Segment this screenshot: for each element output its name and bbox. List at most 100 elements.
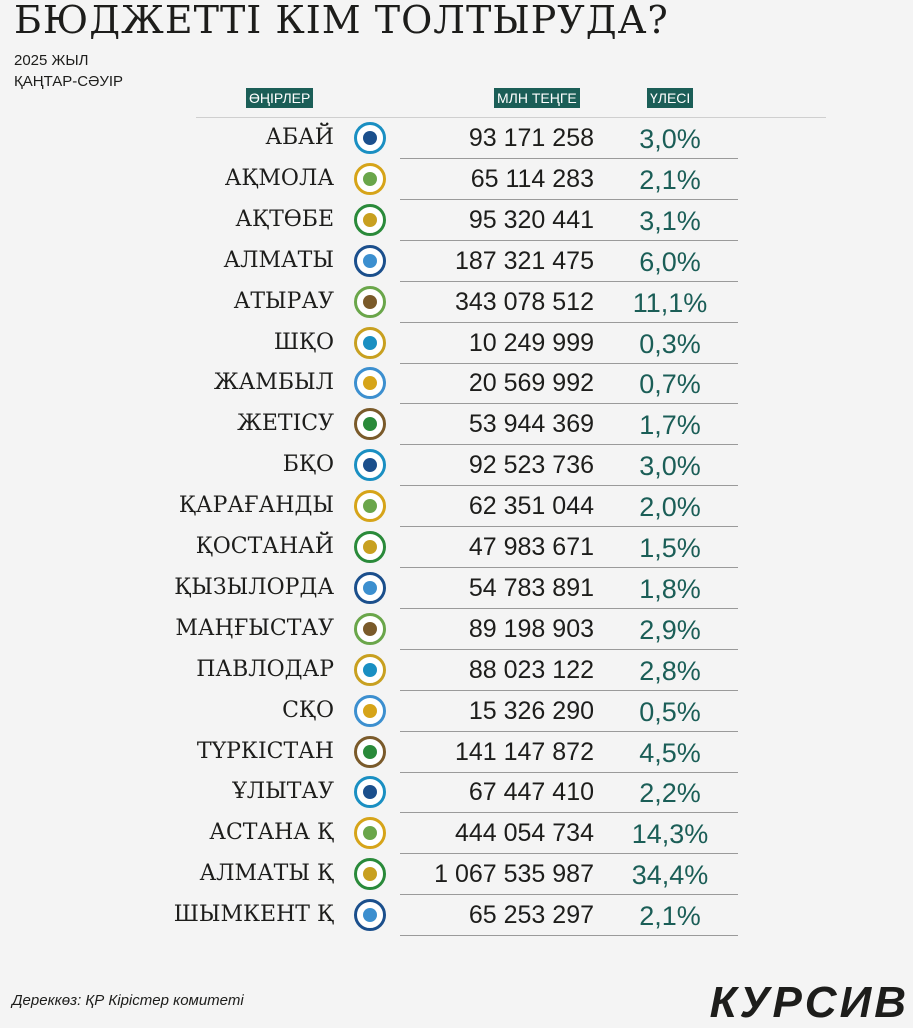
region-name: БҚО (282, 452, 334, 478)
aqmola-logo-icon (354, 162, 386, 195)
amount-value: 88 023 122 (468, 655, 594, 684)
share-value: 1,8% (639, 573, 701, 604)
amount-value: 47 983 671 (468, 533, 594, 561)
row-divider (400, 935, 738, 937)
region-name: АСТАНА Қ (209, 820, 334, 846)
period-subtitle: 2025 ЖЫЛ ҚАҢТАР-СӘУІР (14, 50, 123, 92)
share-value: 34,4% (631, 860, 709, 891)
share-value: 2,9% (639, 614, 701, 645)
mangystau-logo-icon (354, 612, 386, 645)
region-name: ШЫМКЕНТ Қ (173, 902, 334, 928)
table-row: ҚОСТАНАЙ 47 983 671 1,5% (0, 527, 913, 568)
almaty-region-emblem-icon (354, 244, 386, 277)
table-row: АСТАНА Қ 444 054 734 14,3% (0, 813, 913, 855)
row-divider (400, 526, 738, 528)
share-value: 14,3% (631, 819, 709, 850)
region-name: ЖАМБЫЛ (213, 370, 334, 396)
header-divider (196, 117, 826, 118)
pavlodar-emblem-icon (354, 653, 386, 686)
region-name: ЖЕТІСУ (237, 411, 334, 437)
region-name: ҰЛЫТАУ (232, 779, 334, 805)
share-value: 0,5% (639, 696, 701, 727)
column-header-regions: ӨҢІРЛЕР (246, 88, 314, 108)
row-divider (400, 280, 738, 282)
share-value: 3,0% (639, 451, 701, 482)
aktobe-emblem-icon (354, 203, 386, 236)
almaty-city-emblem-icon (354, 858, 386, 891)
table-row: АТЫРАУ 343 078 512 11,1% (0, 282, 913, 323)
column-header-amount: МЛН ТЕҢГЕ (494, 88, 580, 108)
region-name: АҚМОЛА (224, 165, 334, 191)
amount-value: 53 944 369 (468, 410, 594, 439)
west-kazakhstan-emblem-icon (354, 449, 386, 482)
kostanay-emblem-icon (354, 531, 386, 563)
region-name: ҚЫЗЫЛОРДА (174, 574, 334, 600)
row-divider (400, 239, 738, 241)
table-row: СҚО 15 326 290 0,5% (0, 691, 913, 732)
amount-value: 141 147 872 (454, 737, 594, 766)
amount-value: 187 321 475 (454, 246, 594, 275)
row-divider (400, 403, 738, 405)
column-header-share: ҮЛЕСІ (647, 88, 694, 108)
table-row: АҚМОЛА 65 114 283 2,1% (0, 159, 913, 200)
region-name: АБАЙ (265, 125, 334, 150)
amount-value: 343 078 512 (454, 287, 594, 316)
amount-value: 10 249 999 (468, 328, 594, 357)
row-divider (400, 730, 738, 732)
region-name: ҚАРАҒАНДЫ (178, 493, 334, 519)
amount-value: 67 447 410 (468, 778, 594, 807)
table-row: ТҮРКІСТАН 141 147 872 4,5% (0, 732, 913, 773)
zhetisu-emblem-icon (354, 408, 386, 441)
share-value: 1,5% (639, 533, 701, 563)
share-value: 2,1% (639, 901, 701, 932)
row-divider (400, 607, 738, 609)
row-divider (400, 689, 738, 691)
share-value: 3,1% (639, 205, 701, 236)
row-divider (400, 853, 738, 855)
share-value: 2,2% (639, 778, 701, 809)
table-row: АҚТӨБЕ 95 320 441 3,1% (0, 200, 913, 241)
amount-value: 89 198 903 (468, 614, 594, 643)
row-divider (400, 567, 738, 568)
row-divider (400, 158, 738, 159)
amount-value: 92 523 736 (468, 451, 594, 480)
amount-value: 65 253 297 (468, 901, 594, 930)
east-kazakhstan-emblem-icon (354, 326, 386, 359)
share-value: 0,3% (639, 328, 701, 359)
share-value: 1,7% (639, 410, 701, 441)
share-value: 0,7% (639, 369, 701, 400)
table-row: АБАЙ 93 171 258 3,0% (0, 118, 913, 159)
share-value: 3,0% (639, 124, 701, 154)
kyzylorda-emblem-icon (354, 571, 386, 604)
share-value: 2,8% (639, 655, 701, 686)
table-row: ЖЕТІСУ 53 944 369 1,7% (0, 404, 913, 446)
row-divider (400, 444, 738, 446)
abai-logo-icon (354, 122, 386, 154)
share-value: 11,1% (632, 287, 708, 318)
region-name: АТЫРАУ (233, 288, 334, 314)
amount-value: 444 054 734 (454, 819, 594, 848)
region-name: АЛМАТЫ (223, 247, 334, 273)
amount-value: 95 320 441 (468, 205, 594, 234)
row-divider (400, 812, 738, 814)
share-value: 2,0% (639, 492, 701, 523)
atyrau-emblem-icon (354, 285, 386, 318)
table-row: ПАВЛОДАР 88 023 122 2,8% (0, 650, 913, 691)
share-value: 2,1% (639, 164, 701, 195)
region-name: СҚО (282, 697, 334, 723)
region-name: ҚОСТАНАЙ (195, 534, 334, 559)
region-name: МАҢҒЫСТАУ (175, 615, 334, 641)
north-kazakhstan-emblem-icon (354, 694, 386, 727)
shymkent-logo-icon (354, 899, 386, 932)
region-name: АЛМАТЫ Қ (199, 861, 334, 887)
region-name: ПАВЛОДАР (196, 656, 334, 682)
region-name: АҚТӨБЕ (235, 206, 334, 232)
row-divider (400, 648, 738, 650)
amount-value: 15 326 290 (468, 696, 594, 725)
table-row: ЖАМБЫЛ 20 569 992 0,7% (0, 363, 913, 405)
row-divider (400, 485, 738, 487)
subtitle-months: ҚАҢТАР-СӘУІР (14, 73, 124, 90)
table-row: МАҢҒЫСТАУ 89 198 903 2,9% (0, 609, 913, 650)
table-row: ШҚО 10 249 999 0,3% (0, 323, 913, 364)
region-name: ТҮРКІСТАН (196, 738, 334, 764)
